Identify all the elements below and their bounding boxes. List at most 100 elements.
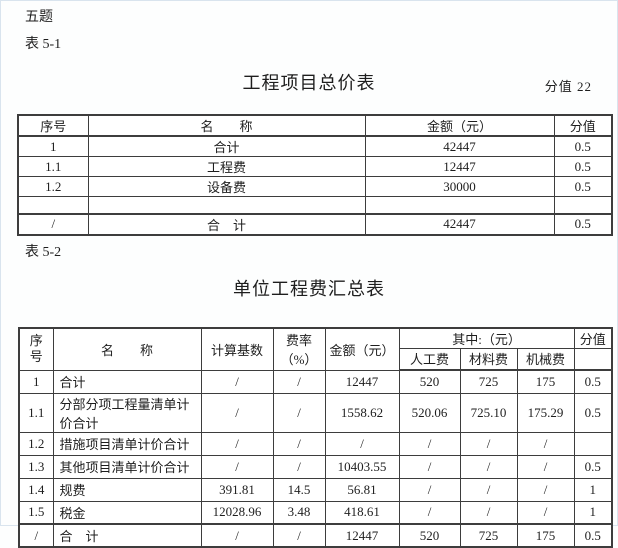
unit-project-cost-summary-table: 序 号 名 称 计算基数 费率（%） 金额（元） 其中:（元） 分值 人工费 材…: [18, 327, 613, 548]
table-header-row: 序号 名 称 金额（元） 分值: [18, 115, 612, 136]
table-cell: /: [201, 524, 273, 547]
table-cell: 725: [460, 370, 517, 393]
table-cell: /: [517, 455, 574, 478]
table1-title-row: 工程项目总价表 分值 22: [1, 71, 617, 95]
table-cell: 工程费: [88, 157, 365, 177]
table-cell: 其他项目清单计价合计: [53, 455, 201, 478]
column-header-name: 名 称: [53, 328, 201, 371]
table-cell: [574, 432, 612, 455]
table-cell: 1: [19, 370, 53, 393]
table-cell: 税金: [53, 501, 201, 524]
table2-caption: 表 5-2: [25, 244, 617, 261]
table-cell: /: [399, 478, 460, 501]
column-header-rate: 费率（%）: [273, 328, 325, 371]
column-header-seq: 序号: [18, 115, 88, 136]
table-cell: [18, 197, 88, 214]
table-cell: 0.5: [574, 524, 612, 547]
column-header-score: 分值: [554, 115, 612, 136]
table-cell: 12447: [325, 524, 399, 547]
table-cell: 0.5: [554, 136, 612, 157]
table-cell: /: [460, 432, 517, 455]
table-cell: 1.3: [19, 455, 53, 478]
table-cell: 0.5: [554, 157, 612, 177]
table-cell: [554, 197, 612, 214]
table-cell: /: [201, 432, 273, 455]
table-cell: /: [460, 501, 517, 524]
table1-score-note: 分值 22: [545, 76, 592, 95]
table2-title: 单位工程费汇总表: [233, 279, 385, 299]
table-cell: 1: [574, 501, 612, 524]
column-header-base: 计算基数: [201, 328, 273, 371]
table-cell: 520: [399, 524, 460, 547]
table-cell: /: [460, 455, 517, 478]
table-row: [18, 197, 612, 214]
column-header-score-empty: [574, 348, 612, 370]
table-cell: 1.1: [19, 393, 53, 432]
table-cell: 0.5: [574, 370, 612, 393]
table1-caption: 表 5-1: [25, 36, 617, 53]
table-cell: 56.81: [325, 478, 399, 501]
table-cell: /: [273, 393, 325, 432]
table-cell: 30000: [365, 177, 554, 197]
column-header-seq: 序 号: [19, 328, 53, 371]
table-cell: 391.81: [201, 478, 273, 501]
table-cell: 1558.62: [325, 393, 399, 432]
table-cell: /: [517, 478, 574, 501]
table-cell: 1: [574, 478, 612, 501]
table-cell: /: [201, 370, 273, 393]
document-page: { "page": { "question_label": "五题", "tab…: [0, 0, 618, 526]
table-cell: /: [19, 524, 53, 547]
table-cell: /: [201, 455, 273, 478]
table-cell: 10403.55: [325, 455, 399, 478]
column-header-amount: 金额（元）: [365, 115, 554, 136]
column-header-score: 分值: [574, 328, 612, 349]
table-cell: 0.5: [554, 177, 612, 197]
column-header-machine: 机械费: [517, 348, 574, 370]
table-cell: /: [399, 455, 460, 478]
table-cell: 1.5: [19, 501, 53, 524]
table-cell: 418.61: [325, 501, 399, 524]
table-cell: 规费: [53, 478, 201, 501]
table-cell: 175.29: [517, 393, 574, 432]
table-cell: 12028.96: [201, 501, 273, 524]
table-cell: 725: [460, 524, 517, 547]
table-cell: 42447: [365, 136, 554, 157]
table1-title: 工程项目总价表: [243, 73, 376, 93]
table-header-row-1: 序 号 名 称 计算基数 费率（%） 金额（元） 其中:（元） 分值: [19, 328, 612, 349]
table-cell: /: [273, 524, 325, 547]
table-cell: 措施项目清单计价合计: [53, 432, 201, 455]
table-cell: 175: [517, 370, 574, 393]
table-cell: 0.5: [574, 455, 612, 478]
table-cell: 3.48: [273, 501, 325, 524]
table-cell: 1.4: [19, 478, 53, 501]
table-cell: /: [273, 370, 325, 393]
table-cell: 725.10: [460, 393, 517, 432]
table2-title-row: 单位工程费汇总表: [1, 277, 617, 301]
table-cell: 0.5: [574, 393, 612, 432]
table-cell: 合计: [53, 370, 201, 393]
column-header-name: 名 称: [88, 115, 365, 136]
table-cell: 42447: [365, 214, 554, 235]
table-cell: 1.2: [18, 177, 88, 197]
table-cell: 1.1: [18, 157, 88, 177]
table-cell: 分部分项工程量清单计价合计: [53, 393, 201, 432]
table-cell: 520: [399, 370, 460, 393]
table-cell: /: [517, 501, 574, 524]
table-cell: /: [273, 432, 325, 455]
table-cell: /: [460, 478, 517, 501]
table-cell: 520.06: [399, 393, 460, 432]
table-cell: 12447: [325, 370, 399, 393]
table-cell: /: [18, 214, 88, 235]
table-cell: /: [273, 455, 325, 478]
question-number: 五题: [25, 9, 617, 26]
